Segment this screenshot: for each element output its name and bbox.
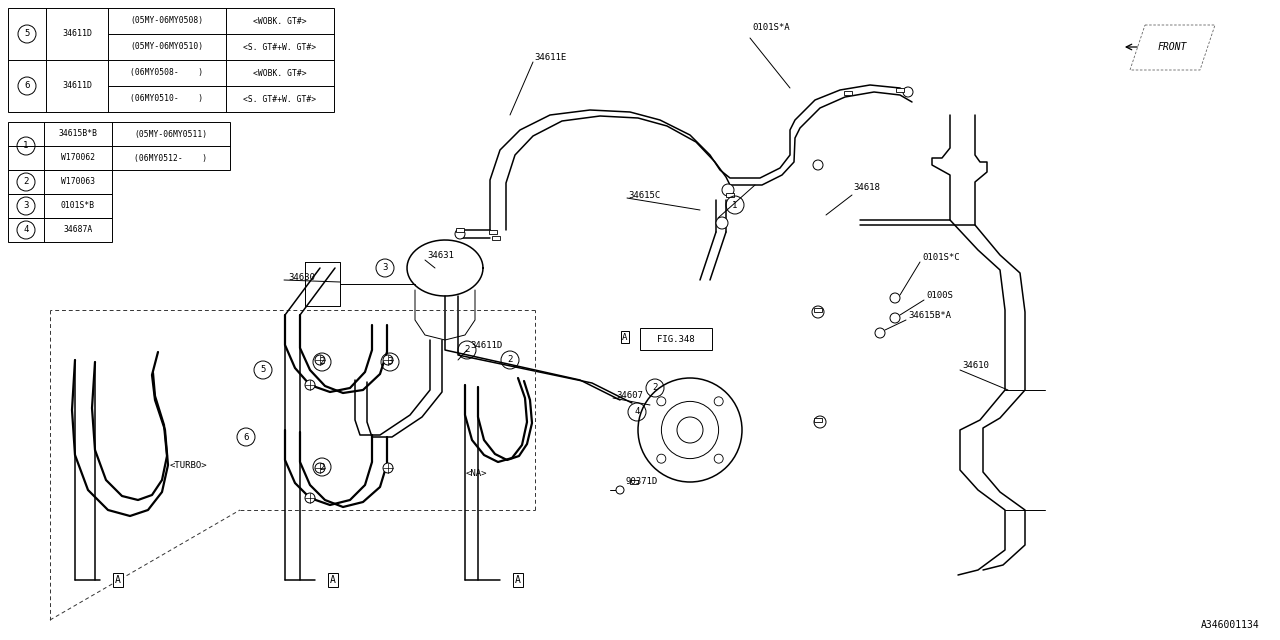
Bar <box>630 480 637 484</box>
Circle shape <box>902 87 913 97</box>
Circle shape <box>890 293 900 303</box>
Text: 34611D: 34611D <box>61 29 92 38</box>
Text: 34630: 34630 <box>288 273 315 282</box>
Text: 2: 2 <box>465 346 470 355</box>
Circle shape <box>714 454 723 463</box>
Text: (05MY-06MY0510): (05MY-06MY0510) <box>131 42 204 51</box>
Bar <box>726 193 733 197</box>
Bar <box>489 230 497 234</box>
Text: 2: 2 <box>319 358 325 367</box>
Bar <box>8 170 113 194</box>
Circle shape <box>890 313 900 323</box>
Bar <box>814 418 822 422</box>
Text: FRONT: FRONT <box>1157 42 1187 52</box>
Bar <box>8 8 334 112</box>
Text: 0100S: 0100S <box>925 291 952 301</box>
Text: <TURBO>: <TURBO> <box>170 461 207 470</box>
Circle shape <box>657 397 666 406</box>
Text: 34611E: 34611E <box>534 54 566 63</box>
Text: 4: 4 <box>635 408 640 417</box>
Text: 0101S*B: 0101S*B <box>61 202 95 211</box>
Bar <box>8 218 113 242</box>
Text: <S. GT#+W. GT#>: <S. GT#+W. GT#> <box>243 42 316 51</box>
Text: A: A <box>515 575 521 585</box>
Text: 0101S*C: 0101S*C <box>922 253 960 262</box>
Text: 34610: 34610 <box>963 362 989 371</box>
Text: 90371D: 90371D <box>626 477 658 486</box>
Text: 34611D: 34611D <box>61 81 92 90</box>
Text: 5: 5 <box>260 365 266 374</box>
Text: A: A <box>115 575 120 585</box>
Circle shape <box>813 160 823 170</box>
Circle shape <box>305 493 315 503</box>
Circle shape <box>722 184 733 196</box>
Text: 6: 6 <box>243 433 248 442</box>
Circle shape <box>315 355 325 365</box>
Text: (06MY0508-    ): (06MY0508- ) <box>131 68 204 77</box>
Text: 3: 3 <box>388 358 393 367</box>
Text: (06MY0512-    ): (06MY0512- ) <box>134 154 207 163</box>
Text: 3: 3 <box>23 202 28 211</box>
Text: 34615B*B: 34615B*B <box>59 129 97 138</box>
Text: <WOBK. GT#>: <WOBK. GT#> <box>253 68 307 77</box>
Bar <box>640 328 712 350</box>
Text: 0101S*A: 0101S*A <box>753 24 790 33</box>
Text: 2: 2 <box>319 463 325 472</box>
Text: FIG.348: FIG.348 <box>657 335 695 344</box>
Text: <NA>: <NA> <box>466 470 488 479</box>
Text: 34615C: 34615C <box>628 191 660 200</box>
Text: 4: 4 <box>23 225 28 234</box>
Text: W170062: W170062 <box>61 154 95 163</box>
Circle shape <box>305 380 315 390</box>
Circle shape <box>714 397 723 406</box>
Circle shape <box>383 463 393 473</box>
Text: 1: 1 <box>23 141 28 150</box>
Circle shape <box>315 463 325 473</box>
Bar <box>492 236 500 240</box>
Text: 34615B*A: 34615B*A <box>908 312 951 321</box>
Text: A: A <box>622 333 627 342</box>
Text: 1: 1 <box>732 200 737 209</box>
Text: 34631: 34631 <box>428 250 454 259</box>
Text: W170063: W170063 <box>61 177 95 186</box>
Text: <WOBK. GT#>: <WOBK. GT#> <box>253 17 307 26</box>
Circle shape <box>716 217 728 229</box>
Text: (05MY-06MY0508): (05MY-06MY0508) <box>131 17 204 26</box>
Bar <box>896 88 904 92</box>
Circle shape <box>454 229 465 239</box>
Circle shape <box>876 328 884 338</box>
Text: 34618: 34618 <box>852 184 879 193</box>
Text: 6: 6 <box>24 81 29 90</box>
Circle shape <box>814 416 826 428</box>
Bar <box>8 194 113 218</box>
Text: A346001134: A346001134 <box>1201 620 1260 630</box>
Text: 3: 3 <box>383 264 388 273</box>
Text: 2: 2 <box>653 383 658 392</box>
Bar <box>8 122 230 170</box>
Text: 34687A: 34687A <box>64 225 92 234</box>
Bar <box>814 308 822 312</box>
Circle shape <box>383 355 393 365</box>
Bar <box>844 91 852 95</box>
Circle shape <box>657 454 666 463</box>
Text: A: A <box>330 575 335 585</box>
Text: (05MY-06MY0511): (05MY-06MY0511) <box>134 129 207 138</box>
Bar <box>456 228 465 232</box>
Circle shape <box>616 486 625 494</box>
Text: (06MY0510-    ): (06MY0510- ) <box>131 95 204 104</box>
Text: 34607: 34607 <box>616 392 643 401</box>
Text: 2: 2 <box>507 355 513 365</box>
Text: 2: 2 <box>23 177 28 186</box>
Circle shape <box>812 306 824 318</box>
Text: 5: 5 <box>24 29 29 38</box>
Text: 34611D: 34611D <box>470 340 502 349</box>
Text: <S. GT#+W. GT#>: <S. GT#+W. GT#> <box>243 95 316 104</box>
